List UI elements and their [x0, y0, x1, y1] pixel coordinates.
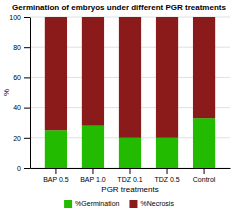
bar — [156, 17, 178, 138]
bars — [45, 17, 215, 168]
bar — [156, 138, 178, 168]
y-tick: 20 — [13, 135, 30, 142]
x-tick-label: TDZ 0.5 — [154, 176, 179, 183]
x-tick: TDZ 0.5 — [154, 168, 179, 183]
legend-label: %Necrosis — [140, 200, 174, 207]
x-tick: BAP 1.0 — [80, 168, 106, 183]
y-tick: 80 — [13, 44, 30, 51]
x-tick-mark — [130, 168, 131, 174]
x-tick-label: BAP 0.5 — [43, 176, 69, 183]
x-tick-label: TDZ 0.1 — [117, 176, 142, 183]
x-tick: TDZ 0.1 — [117, 168, 142, 183]
bar — [193, 118, 215, 168]
bar — [45, 17, 67, 130]
y-tick-label: 100 — [9, 14, 21, 21]
bar — [45, 130, 67, 168]
y-tick-label: 20 — [13, 135, 21, 142]
x-tick-mark — [55, 168, 56, 174]
x-tick: BAP 0.5 — [43, 168, 69, 183]
x-tick-mark — [92, 168, 93, 174]
y-tick-mark — [24, 47, 30, 48]
x-axis-title: PGR treatments — [101, 185, 158, 194]
legend-label: %Germination — [75, 200, 119, 207]
y-tick-label: 60 — [13, 74, 21, 81]
legend-swatch — [129, 200, 137, 208]
bar — [82, 126, 104, 168]
title: Germination of embryos under different P… — [12, 3, 226, 12]
y-axis-line — [30, 18, 31, 169]
x-tick-label: BAP 1.0 — [80, 176, 106, 183]
y-tick: 100 — [9, 14, 30, 21]
x-tick: Control — [193, 168, 216, 183]
bar — [82, 17, 104, 126]
x-tick-mark — [204, 168, 205, 174]
y-tick: 40 — [13, 104, 30, 111]
x-tick-mark — [167, 168, 168, 174]
legend-swatch — [64, 200, 72, 208]
x-tick-label: Control — [193, 176, 216, 183]
y-tick-mark — [24, 168, 30, 169]
y-tick: 0 — [17, 165, 30, 172]
legend-item: %Germination — [64, 200, 119, 208]
x-axis: BAP 0.5 BAP 1.0 TDZ 0.1 TDZ 0.5 Control — [31, 168, 231, 183]
y-tick-label: 40 — [13, 104, 21, 111]
y-axis-title: % — [2, 89, 11, 96]
chart: Germination of embryos under different P… — [0, 0, 238, 212]
bar — [119, 138, 141, 168]
legend-item: %Necrosis — [129, 200, 174, 208]
y-tick: 60 — [13, 74, 30, 81]
y-tick-label: 0 — [17, 165, 21, 172]
y-tick-mark — [24, 108, 30, 109]
y-axis: 0 20 40 60 80 100 — [9, 14, 30, 172]
bar — [193, 17, 215, 118]
legend: %Germination %Necrosis — [64, 200, 174, 208]
y-tick-label: 80 — [13, 44, 21, 51]
y-tick-mark — [24, 77, 30, 78]
grid — [30, 17, 230, 168]
y-tick-mark — [24, 138, 30, 139]
bar — [119, 17, 141, 138]
series — [45, 17, 215, 138]
y-tick-mark — [24, 17, 30, 18]
